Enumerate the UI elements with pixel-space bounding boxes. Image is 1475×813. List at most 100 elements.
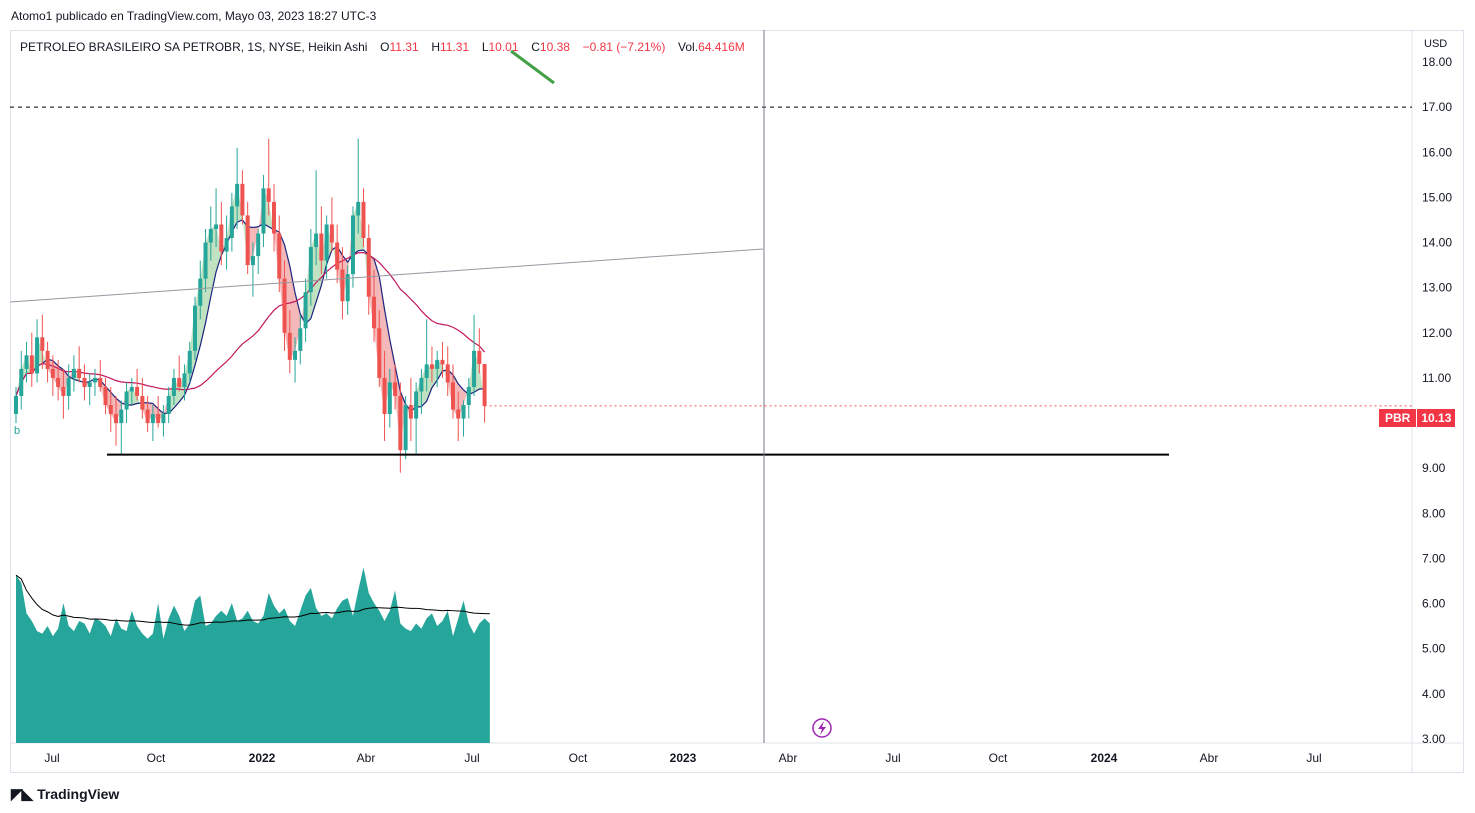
candle-body xyxy=(193,305,198,351)
y-tick-label: 4.00 xyxy=(1422,687,1446,701)
publisher-header: Atomo1 publicado en TradingView.com, May… xyxy=(11,9,377,23)
y-tick-label: 5.00 xyxy=(1422,642,1446,656)
x-tick-label: Abr xyxy=(357,751,376,765)
legend-change: −0.81 (−7.21%) xyxy=(582,40,666,54)
candle-body xyxy=(108,405,113,415)
price-badge-ticker: PBR xyxy=(1379,409,1417,427)
candle-body xyxy=(398,395,403,451)
x-tick-label: Oct xyxy=(147,751,166,765)
chart-legend: PETROLEO BRASILEIRO SA PETROBR, 1S, NYSE… xyxy=(20,40,745,54)
chart-frame[interactable] xyxy=(10,30,1464,773)
candle-body xyxy=(466,386,471,406)
candle-body xyxy=(124,391,129,410)
y-tick-label: 3.00 xyxy=(1422,732,1446,746)
candle-body xyxy=(345,274,350,302)
ma-cloud-segment xyxy=(295,292,301,351)
candle-body xyxy=(66,377,71,396)
volume-ma-line xyxy=(15,574,490,626)
candle-body xyxy=(482,363,487,406)
candle-body xyxy=(277,233,282,279)
candle-body xyxy=(356,201,361,216)
candle-body xyxy=(266,188,271,202)
x-tick-label: Jul xyxy=(464,751,479,765)
y-tick-label: 13.00 xyxy=(1422,281,1452,295)
candle-body xyxy=(71,368,76,378)
candle-body xyxy=(82,377,87,387)
legend-high-label: H xyxy=(431,40,440,54)
candle-body xyxy=(445,364,450,383)
y-tick-label: 12.00 xyxy=(1422,326,1452,340)
candle-body xyxy=(24,355,29,369)
legend-high-value: 11.31 xyxy=(439,40,470,54)
candle-body xyxy=(40,337,45,351)
candle-body xyxy=(461,405,466,419)
x-tick-label: Abr xyxy=(779,751,798,765)
legend-close-label: C xyxy=(531,40,540,54)
candle-body xyxy=(119,409,124,424)
candle-body xyxy=(424,364,429,378)
candle-body xyxy=(261,188,266,234)
y-tick-label: 6.00 xyxy=(1422,597,1446,611)
candle-body xyxy=(156,414,161,424)
candle-body xyxy=(319,233,324,261)
candle-body xyxy=(408,405,413,419)
candle-body xyxy=(203,242,208,279)
candle-body xyxy=(403,405,408,451)
candle-body xyxy=(14,395,18,415)
candle-body xyxy=(87,382,92,387)
candle-body xyxy=(214,224,219,229)
candle-body xyxy=(256,233,261,257)
candle-body xyxy=(229,206,234,239)
candle-body xyxy=(477,350,482,364)
candle-body xyxy=(440,359,445,365)
legend-low-value: 10.01 xyxy=(488,40,519,54)
x-tick-label: Jul xyxy=(885,751,900,765)
legend-volume-value: 64.416M xyxy=(698,40,745,54)
legend-low-label: L xyxy=(481,40,489,54)
candle-body xyxy=(335,242,340,270)
candle-body xyxy=(129,386,134,392)
legend-open-label: O xyxy=(380,40,390,54)
last-price-badge: PBR 10.13 xyxy=(1379,409,1456,427)
buy-marker-label: b xyxy=(14,425,20,437)
candle-body xyxy=(171,377,176,396)
legend-volume-label: Vol xyxy=(678,40,695,54)
candle-body xyxy=(235,183,240,207)
candle-body xyxy=(50,368,55,378)
candle-body xyxy=(419,377,424,392)
legend-symbol[interactable]: PETROLEO BRASILEIRO SA PETROBR, 1S, NYSE… xyxy=(20,40,368,54)
candle-body xyxy=(350,215,355,275)
x-tick-label: 2022 xyxy=(249,751,276,765)
candle-body xyxy=(98,377,103,387)
ma-cloud-segment xyxy=(216,224,222,272)
candle-body xyxy=(187,350,192,374)
tradingview-logo-icon: ◤◣ xyxy=(11,786,33,803)
ma-cloud-segment xyxy=(316,233,322,302)
ma-cloud-segment xyxy=(16,368,22,396)
candle-body xyxy=(198,278,203,306)
legend-close-value: 10.38 xyxy=(539,40,570,54)
candle-body xyxy=(224,238,229,252)
candle-body xyxy=(92,377,97,383)
y-tick-label: 9.00 xyxy=(1422,461,1446,475)
y-tick-label: 11.00 xyxy=(1422,371,1451,385)
candle-body xyxy=(161,414,166,424)
candle-body xyxy=(303,292,308,329)
candle-body xyxy=(382,377,387,415)
candle-body xyxy=(393,382,398,396)
candle-body xyxy=(103,386,108,406)
candle-body xyxy=(240,183,245,216)
candle-body xyxy=(177,377,182,387)
trend-line xyxy=(9,248,764,303)
tradingview-footer[interactable]: ◤◣ TradingView xyxy=(11,785,119,803)
candle-body xyxy=(314,233,319,248)
candle-body xyxy=(271,201,276,234)
candle-body xyxy=(456,409,461,419)
candle-body xyxy=(377,328,382,378)
candle-body xyxy=(472,350,477,387)
x-tick-label: Oct xyxy=(569,751,588,765)
footer-brand: TradingView xyxy=(37,786,120,802)
x-tick-label: Jul xyxy=(1306,751,1321,765)
candle-body xyxy=(61,386,66,396)
